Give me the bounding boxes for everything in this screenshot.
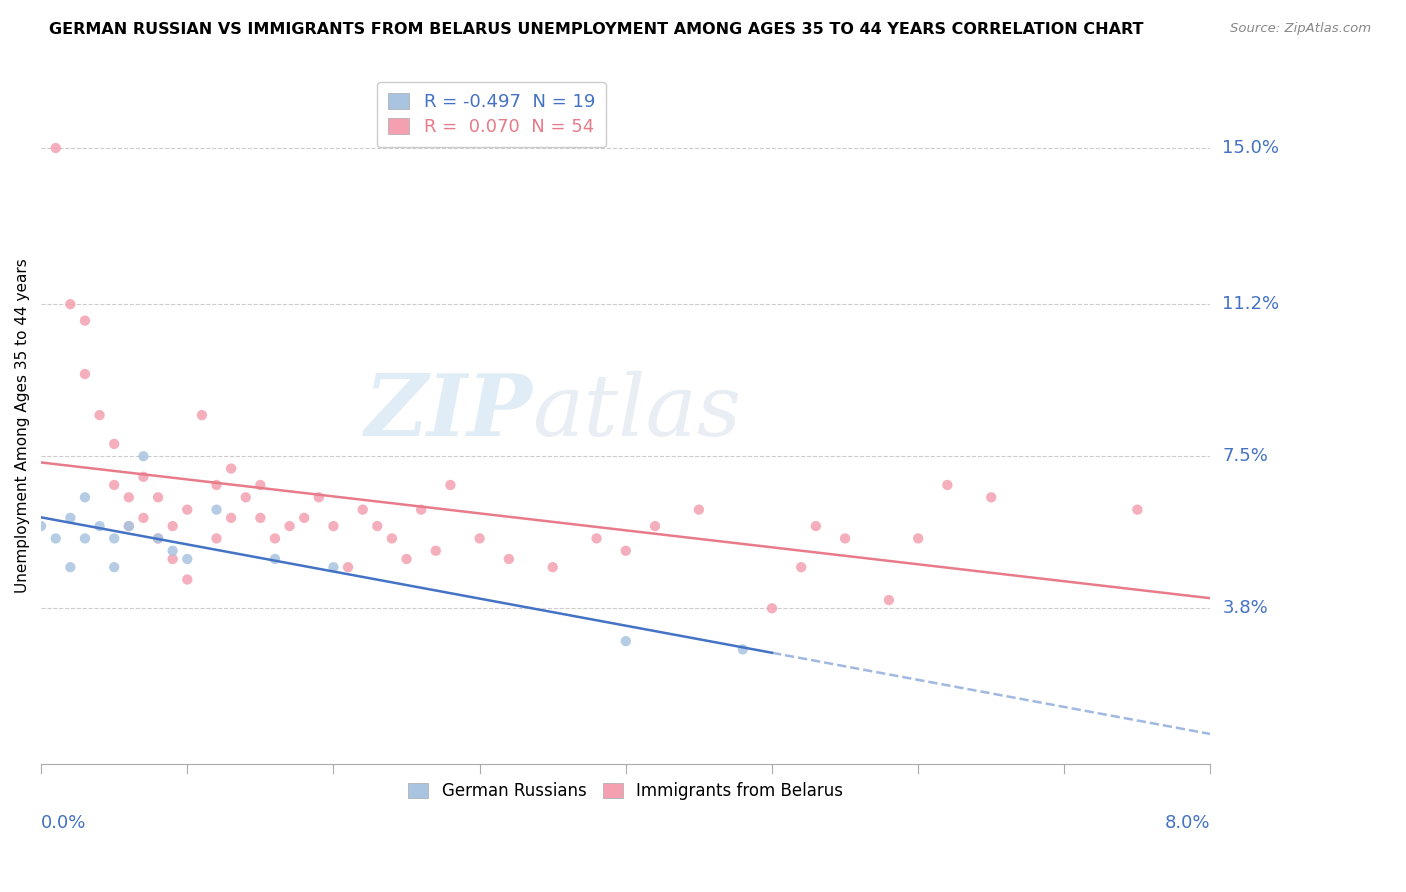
Point xyxy=(132,449,155,463)
Point xyxy=(146,532,169,546)
Point xyxy=(219,511,242,525)
Point xyxy=(176,573,198,587)
Point xyxy=(118,491,141,505)
Point xyxy=(980,491,1002,505)
Text: 7.5%: 7.5% xyxy=(1222,447,1268,466)
Text: 3.8%: 3.8% xyxy=(1222,599,1268,617)
Point xyxy=(45,141,67,155)
Point xyxy=(381,532,404,546)
Point xyxy=(59,511,82,525)
Y-axis label: Unemployment Among Ages 35 to 44 years: Unemployment Among Ages 35 to 44 years xyxy=(15,258,30,593)
Point xyxy=(468,532,491,546)
Point xyxy=(162,552,184,566)
Point xyxy=(498,552,520,566)
Point xyxy=(308,491,330,505)
Text: GERMAN RUSSIAN VS IMMIGRANTS FROM BELARUS UNEMPLOYMENT AMONG AGES 35 TO 44 YEARS: GERMAN RUSSIAN VS IMMIGRANTS FROM BELARU… xyxy=(49,22,1143,37)
Text: atlas: atlas xyxy=(533,370,741,453)
Point xyxy=(146,532,169,546)
Point xyxy=(834,532,856,546)
Point xyxy=(292,511,315,525)
Point xyxy=(73,313,96,327)
Point xyxy=(395,552,418,566)
Text: ZIP: ZIP xyxy=(364,370,533,454)
Point xyxy=(731,642,754,657)
Point xyxy=(45,532,67,546)
Point xyxy=(907,532,929,546)
Point xyxy=(205,502,228,516)
Point xyxy=(103,560,125,574)
Point xyxy=(30,519,52,533)
Point xyxy=(688,502,710,516)
Point xyxy=(59,297,82,311)
Point xyxy=(425,543,447,558)
Point xyxy=(219,461,242,475)
Point xyxy=(146,491,169,505)
Point xyxy=(118,519,141,533)
Point xyxy=(761,601,783,615)
Point xyxy=(877,593,900,607)
Point xyxy=(73,367,96,381)
Point xyxy=(322,560,344,574)
Point xyxy=(264,532,287,546)
Point xyxy=(132,511,155,525)
Text: 0.0%: 0.0% xyxy=(41,814,87,831)
Point xyxy=(103,532,125,546)
Point xyxy=(278,519,301,533)
Point xyxy=(411,502,433,516)
Point xyxy=(614,543,637,558)
Point xyxy=(176,502,198,516)
Point xyxy=(352,502,374,516)
Text: Source: ZipAtlas.com: Source: ZipAtlas.com xyxy=(1230,22,1371,36)
Point xyxy=(176,552,198,566)
Point xyxy=(439,478,461,492)
Point xyxy=(73,532,96,546)
Point xyxy=(59,560,82,574)
Point xyxy=(132,470,155,484)
Point xyxy=(322,519,344,533)
Point xyxy=(1126,502,1149,516)
Point xyxy=(235,491,257,505)
Point xyxy=(541,560,564,574)
Point xyxy=(790,560,813,574)
Point xyxy=(73,491,96,505)
Point xyxy=(249,511,271,525)
Point xyxy=(585,532,607,546)
Point xyxy=(614,634,637,648)
Point xyxy=(103,478,125,492)
Point xyxy=(191,408,214,422)
Point xyxy=(804,519,827,533)
Point xyxy=(264,552,287,566)
Legend: German Russians, Immigrants from Belarus: German Russians, Immigrants from Belarus xyxy=(402,776,851,807)
Point xyxy=(644,519,666,533)
Point xyxy=(89,408,111,422)
Point xyxy=(337,560,360,574)
Point xyxy=(162,543,184,558)
Text: 11.2%: 11.2% xyxy=(1222,295,1279,313)
Point xyxy=(366,519,388,533)
Point xyxy=(205,532,228,546)
Point xyxy=(936,478,959,492)
Point xyxy=(205,478,228,492)
Point xyxy=(89,519,111,533)
Point xyxy=(103,437,125,451)
Text: 8.0%: 8.0% xyxy=(1166,814,1211,831)
Text: 15.0%: 15.0% xyxy=(1222,139,1279,157)
Point xyxy=(249,478,271,492)
Point xyxy=(118,519,141,533)
Point xyxy=(162,519,184,533)
